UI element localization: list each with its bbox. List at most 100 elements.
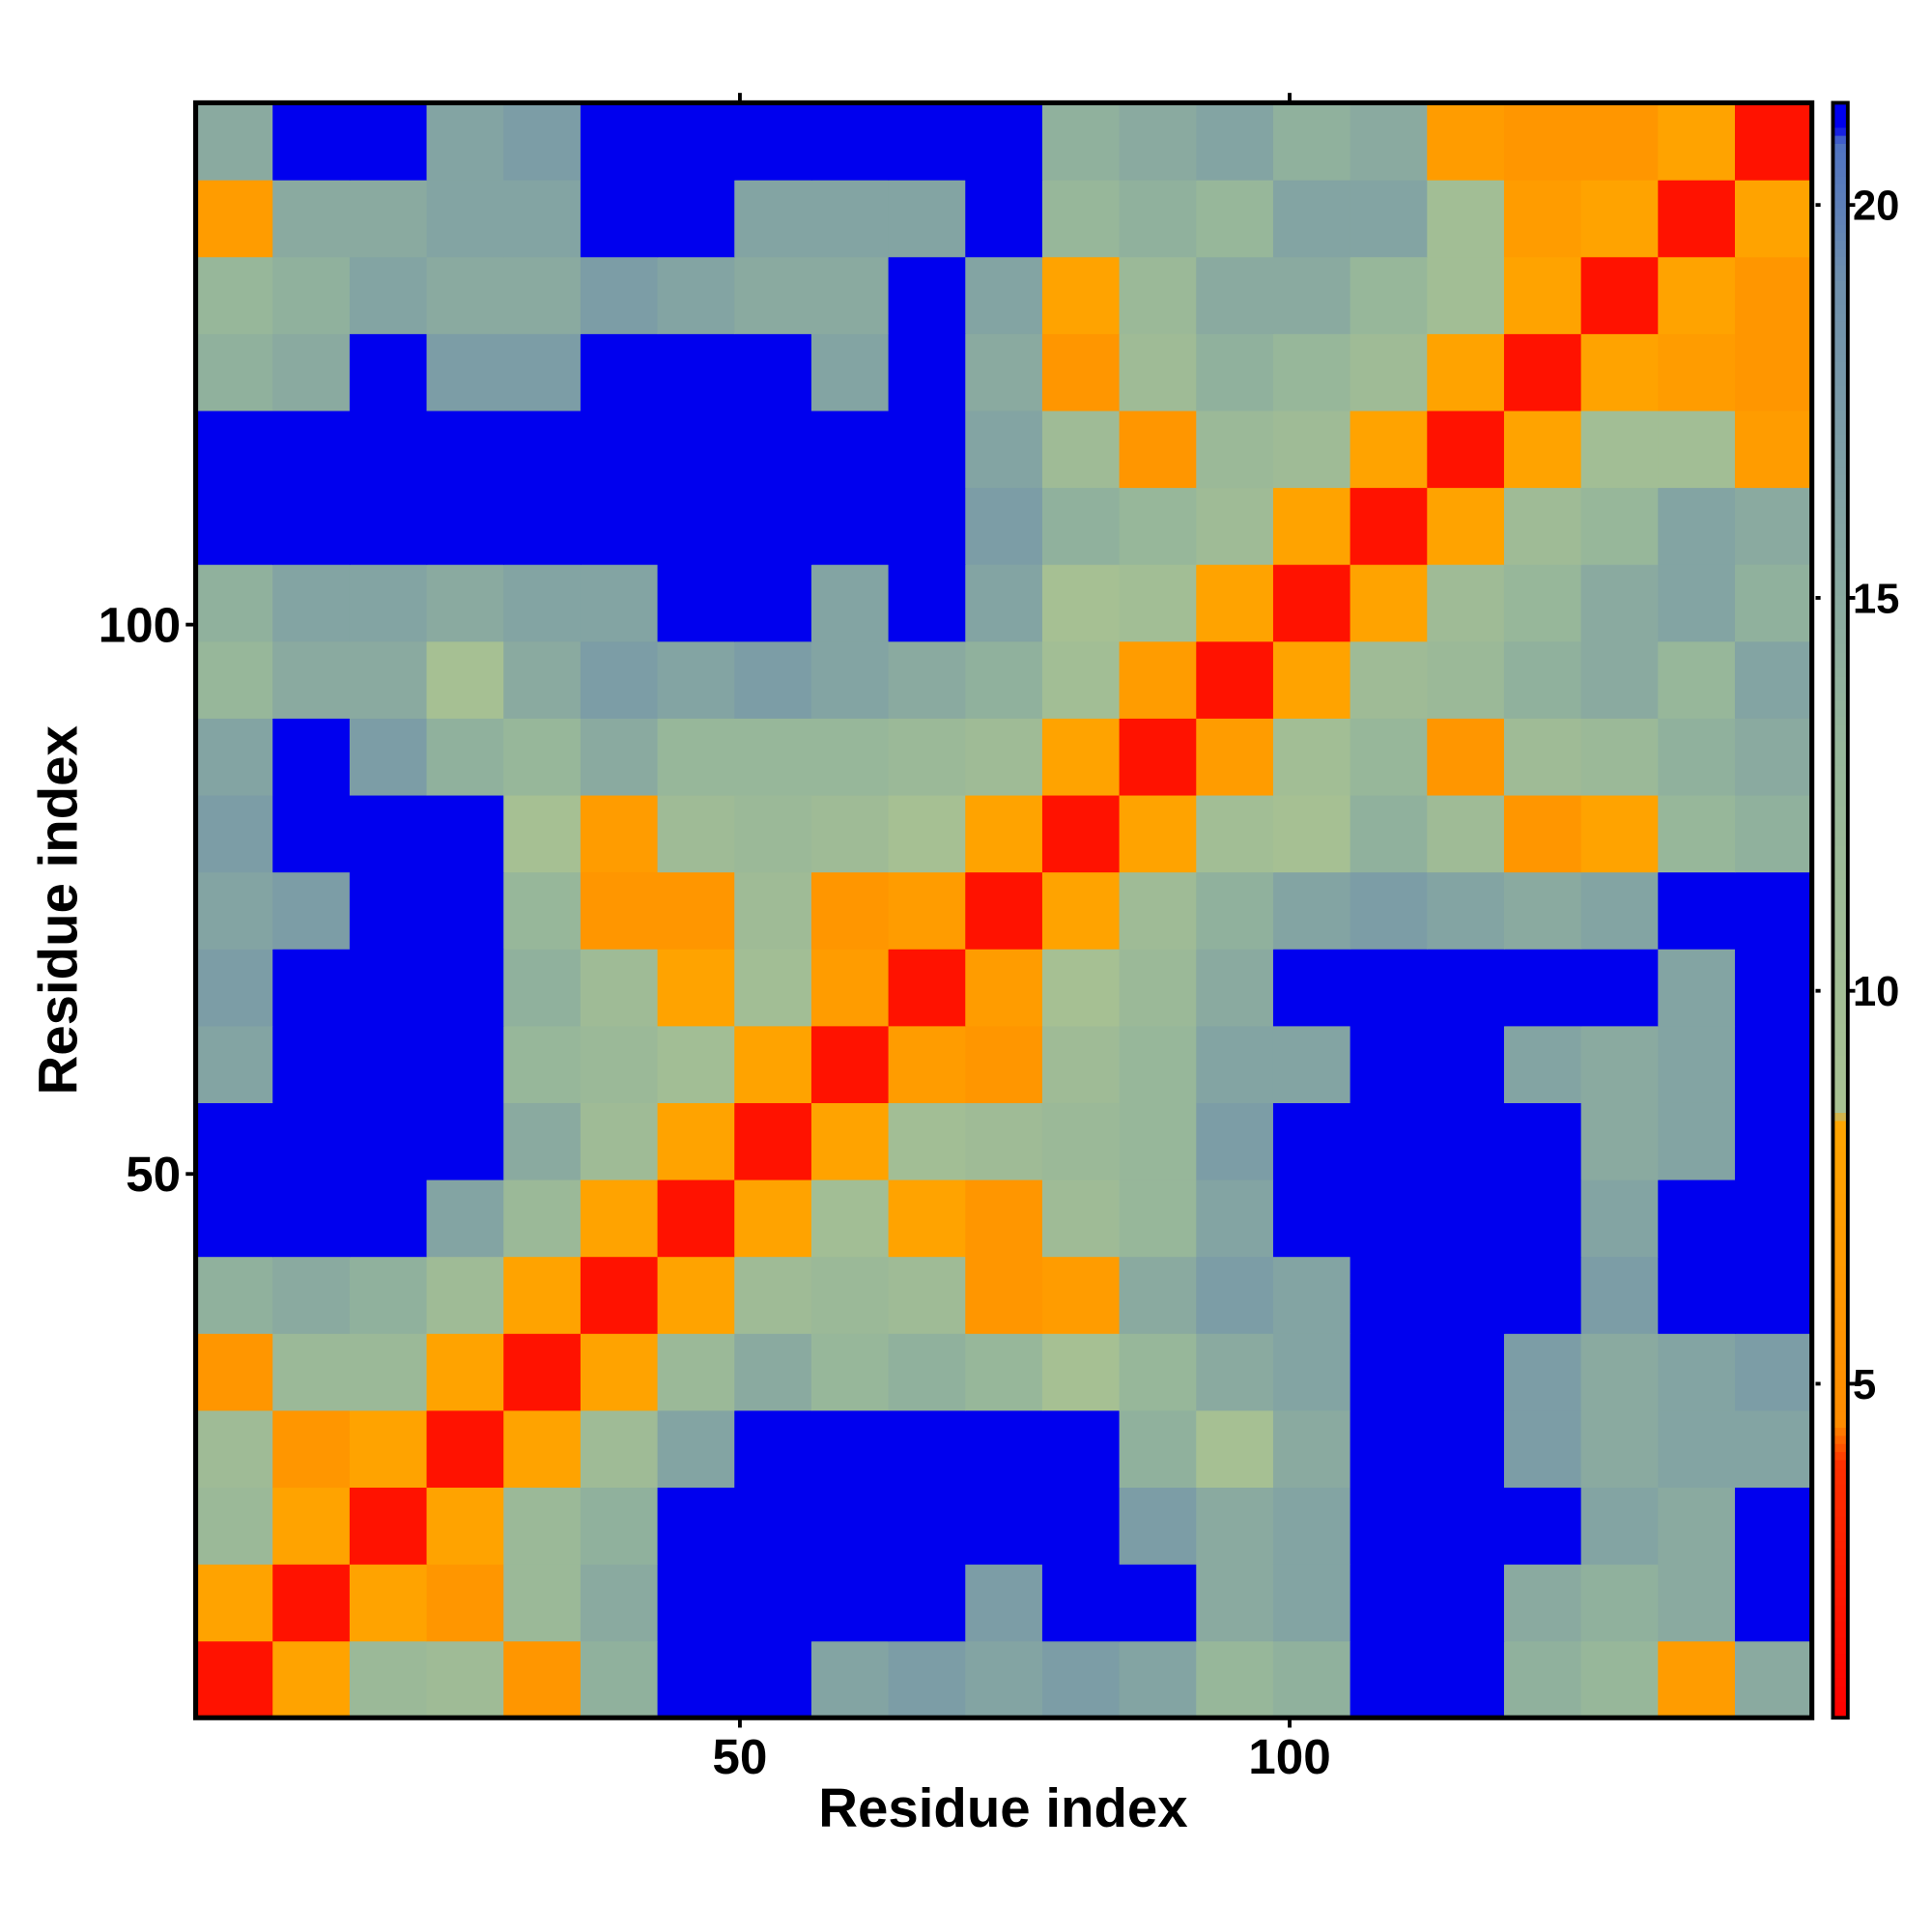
heatmap-cell (1427, 333, 1505, 412)
heatmap-cell (1580, 180, 1659, 258)
colorbar-step (1833, 1548, 1848, 1557)
heatmap-cell (1196, 1256, 1274, 1334)
colorbar-frame (1831, 100, 1850, 1720)
heatmap-cell (195, 333, 273, 412)
heatmap-cell (657, 1179, 735, 1258)
heatmap-cell (1272, 1640, 1351, 1719)
heatmap-cell (810, 1563, 890, 1642)
heatmap-cell (426, 1563, 504, 1642)
heatmap-cell (1580, 1487, 1659, 1565)
colorbar-step (1833, 1354, 1848, 1364)
colorbar-step (1833, 425, 1848, 435)
heatmap-cell (1734, 1487, 1813, 1565)
heatmap-cells (195, 102, 1813, 1719)
x-axis-title: Residue index (818, 1777, 1187, 1838)
heatmap-cell (1041, 1563, 1121, 1642)
heatmap-cell (349, 640, 428, 719)
colorbar-step (1833, 208, 1848, 217)
heatmap-cell (1503, 1333, 1582, 1411)
colorbar-step (1833, 643, 1848, 653)
colorbar-step (1833, 1208, 1848, 1218)
heatmap-cell (657, 180, 735, 258)
colorbar-step (1833, 102, 1848, 112)
heatmap-cell (965, 487, 1043, 565)
colorbar-step (1833, 1103, 1848, 1114)
heatmap-cell (1734, 871, 1813, 950)
heatmap-cell (1658, 180, 1736, 258)
heatmap-cell (810, 1025, 890, 1103)
heatmap-cell (1580, 102, 1659, 181)
heatmap-cell (1580, 1333, 1659, 1411)
colorbar-step (1833, 756, 1848, 766)
heatmap-cell (1272, 718, 1351, 796)
colorbar-step (1833, 482, 1848, 492)
heatmap-cell (503, 640, 582, 719)
heatmap-cell (503, 1025, 582, 1103)
heatmap-cell (349, 1179, 428, 1258)
heatmap-cell (734, 410, 812, 489)
heatmap-cell (1427, 410, 1505, 489)
colorbar-step (1833, 1467, 1848, 1477)
heatmap-cell (195, 871, 273, 950)
heatmap-cell (657, 1025, 735, 1103)
colorbar-step (1833, 975, 1848, 984)
heatmap-cell (1580, 1256, 1659, 1334)
heatmap-cell (965, 1102, 1043, 1180)
colorbar-step (1833, 369, 1848, 379)
heatmap-cell (734, 1333, 812, 1411)
colorbar-tick-label: 15 (1853, 576, 1899, 622)
colorbar-step (1833, 853, 1848, 863)
colorbar-tick-label: 5 (1853, 1362, 1876, 1408)
heatmap-cell (965, 1333, 1043, 1411)
heatmap-cell (503, 1256, 582, 1334)
heatmap-cell (734, 949, 812, 1027)
colorbar-step (1833, 749, 1848, 758)
heatmap-cell (580, 794, 659, 873)
heatmap-cell (1427, 949, 1505, 1027)
heatmap-cell (1503, 1487, 1582, 1565)
heatmap-cell (888, 256, 966, 334)
heatmap-cell (1503, 640, 1582, 719)
heatmap-cell (580, 333, 659, 412)
heatmap-cell (1272, 256, 1351, 334)
heatmap-cell (810, 333, 890, 412)
heatmap-cell (734, 1179, 812, 1258)
heatmap-cell (1272, 1256, 1351, 1334)
heatmap-cell (1427, 180, 1505, 258)
heatmap-cell (1350, 1563, 1428, 1642)
heatmap-cell (1427, 794, 1505, 873)
colorbar-tick-label: 10 (1853, 969, 1899, 1015)
heatmap-cell (1658, 794, 1736, 873)
colorbar-step (1833, 280, 1848, 290)
heatmap-cell (1734, 1102, 1813, 1180)
heatmap-cell (272, 564, 351, 642)
colorbar-step (1833, 1540, 1848, 1549)
colorbar-step (1833, 1088, 1848, 1097)
heatmap-cell (1658, 1640, 1736, 1719)
heatmap-cell (1658, 1563, 1736, 1642)
colorbar-step (1833, 1693, 1848, 1703)
heatmap-cell (734, 640, 812, 719)
heatmap-cell (888, 1333, 966, 1411)
colorbar-step (1833, 603, 1848, 612)
heatmap-cell (1503, 180, 1582, 258)
colorbar-step (1833, 651, 1848, 661)
colorbar-step (1833, 773, 1848, 782)
colorbar-step (1833, 1023, 1848, 1033)
heatmap-cell (1658, 1025, 1736, 1103)
colorbar-step (1833, 1644, 1848, 1655)
heatmap-cell (1427, 1102, 1505, 1180)
colorbar-step (1833, 1669, 1848, 1679)
heatmap-cell (272, 1487, 351, 1565)
heatmap-cell (195, 1640, 273, 1719)
colorbar-step (1833, 1128, 1848, 1138)
heatmap-cell (1272, 871, 1351, 950)
heatmap-cell (1196, 718, 1274, 796)
colorbar-step (1833, 1442, 1848, 1453)
heatmap-cell (657, 256, 735, 334)
colorbar-step (1833, 999, 1848, 1009)
heatmap-cell (426, 949, 504, 1027)
heatmap-cell (426, 102, 504, 181)
colorbar-step (1833, 1362, 1848, 1372)
